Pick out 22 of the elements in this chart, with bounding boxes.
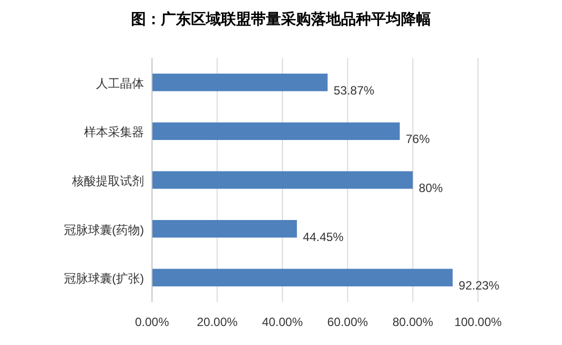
bar [152,74,328,92]
y-tick-label: 人工晶体 [96,76,144,90]
data-label: 44.45% [302,230,344,244]
y-tick-label: 冠脉球囊(药物) [64,222,144,237]
x-tick-label: 80.00% [392,315,434,329]
y-tick-label: 核酸提取试剂 [71,174,144,188]
bar [152,171,413,189]
bar [152,122,400,140]
y-tick-label: 冠脉球囊(扩张) [64,272,144,286]
bar [152,268,453,286]
x-tick-label: 60.00% [327,315,368,329]
data-label: 92.23% [458,278,500,293]
x-tick-label: 100.00% [454,315,502,329]
x-tick-label: 0.00% [134,315,170,329]
data-label: 53.87% [334,83,375,98]
bar [152,220,297,238]
chart-title: 图：广东区域联盟带量采购落地品种平均降幅 [131,10,431,28]
x-tick-label: 40.00% [262,315,304,329]
x-tick-label: 20.00% [196,315,238,329]
data-label: 80% [418,181,444,195]
y-tick-label: 样本采集器 [84,125,144,140]
data-label: 76% [406,132,430,146]
